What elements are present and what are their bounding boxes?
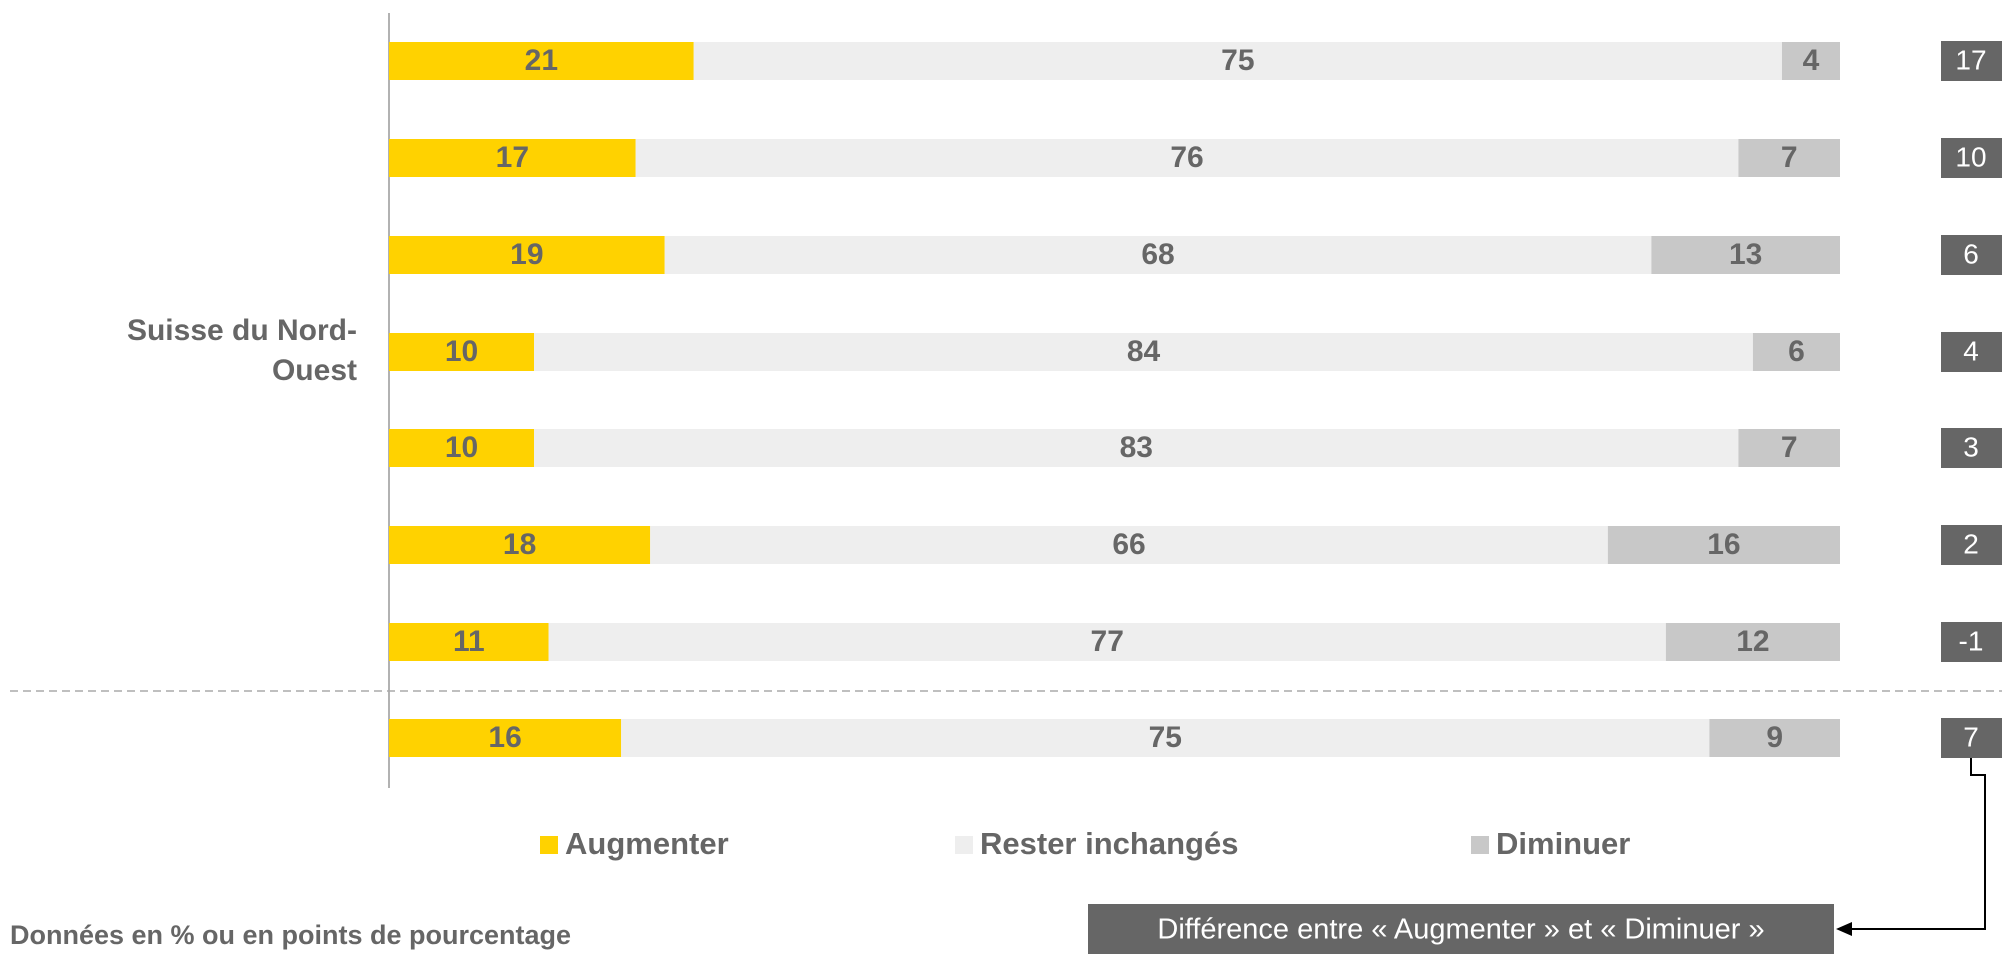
data-label: 7	[1781, 431, 1798, 464]
difference-box	[1941, 41, 2002, 81]
data-label: 84	[1127, 335, 1161, 368]
difference-label: 4	[1963, 335, 1979, 366]
legend-swatch	[955, 836, 973, 854]
difference-box	[1941, 428, 2002, 468]
bar-segment	[389, 526, 651, 564]
data-label: 13	[1729, 238, 1762, 271]
bar-segment	[389, 42, 694, 80]
bar-segment	[389, 333, 535, 371]
data-label: 75	[1221, 44, 1254, 77]
bar-segment	[534, 429, 1739, 467]
data-label: 66	[1112, 528, 1145, 561]
data-label: 16	[488, 721, 521, 754]
note: Données en % ou en points de pourcentage	[10, 920, 571, 950]
bar-segment	[548, 623, 1666, 661]
difference-box	[1941, 235, 2002, 275]
difference-label: -1	[1959, 625, 1984, 656]
legend-label: Diminuer	[1496, 826, 1630, 861]
bar-segment	[1665, 623, 1840, 661]
data-label: 16	[1707, 528, 1740, 561]
legend-swatch	[540, 836, 558, 854]
bar-segment	[389, 429, 535, 467]
arrow-head	[1836, 922, 1852, 936]
data-label: 9	[1766, 721, 1783, 754]
data-label: 4	[1803, 44, 1820, 77]
difference-box	[1941, 138, 2002, 178]
data-label: 7	[1781, 141, 1798, 174]
difference-label: 2	[1963, 528, 1979, 559]
data-label: 6	[1788, 335, 1805, 368]
difference-box	[1941, 622, 2002, 662]
bar-segment	[389, 623, 549, 661]
category-line: Ouest	[272, 354, 357, 387]
bar-segment	[1738, 429, 1840, 467]
bar-segment	[635, 139, 1739, 177]
bar-segment	[621, 719, 1710, 757]
data-label: 19	[510, 238, 543, 271]
difference-box	[1941, 525, 2002, 565]
bar-segment	[1781, 42, 1840, 80]
category-line: Suisse du Nord-	[127, 314, 357, 347]
bar-segment	[1738, 139, 1840, 177]
data-label: 10	[445, 335, 478, 368]
data-label: 77	[1091, 625, 1124, 658]
bar-segment	[664, 236, 1652, 274]
annotation-box	[1088, 904, 1834, 954]
bar-segment	[1752, 333, 1840, 371]
difference-box	[1941, 718, 2002, 758]
difference-label: 7	[1963, 721, 1979, 752]
data-label: 12	[1736, 625, 1769, 658]
difference-label: 3	[1963, 431, 1979, 462]
bar-segment	[389, 719, 622, 757]
legend-label: Augmenter	[565, 826, 729, 861]
data-label: 10	[445, 431, 478, 464]
annotation: Différence entre « Augmenter » et « Dimi…	[1157, 914, 1764, 946]
data-label: 83	[1120, 431, 1153, 464]
bar-segment	[389, 236, 665, 274]
bar-segment	[1607, 526, 1840, 564]
bar-segment	[650, 526, 1608, 564]
legend-swatch	[1471, 836, 1489, 854]
data-label: 17	[496, 141, 529, 174]
difference-label: 6	[1963, 238, 1979, 269]
data-label: 68	[1141, 238, 1174, 271]
bar-segment	[693, 42, 1782, 80]
data-label: 11	[453, 625, 485, 658]
category-label: Suisse du Nord- Ouest	[127, 314, 357, 387]
bar-segment	[534, 333, 1753, 371]
legend-label: Rester inchangés	[980, 826, 1238, 861]
difference-label: 10	[1955, 141, 1986, 172]
difference-label: 17	[1955, 44, 1986, 75]
data-label: 76	[1170, 141, 1203, 174]
bar-segment	[1651, 236, 1840, 274]
bar-segment	[1709, 719, 1840, 757]
connector	[1850, 758, 1986, 930]
difference-box	[1941, 332, 2002, 372]
data-label: 18	[503, 528, 536, 561]
bar-segment	[389, 139, 636, 177]
data-label: 21	[525, 44, 558, 77]
data-label: 75	[1149, 721, 1182, 754]
